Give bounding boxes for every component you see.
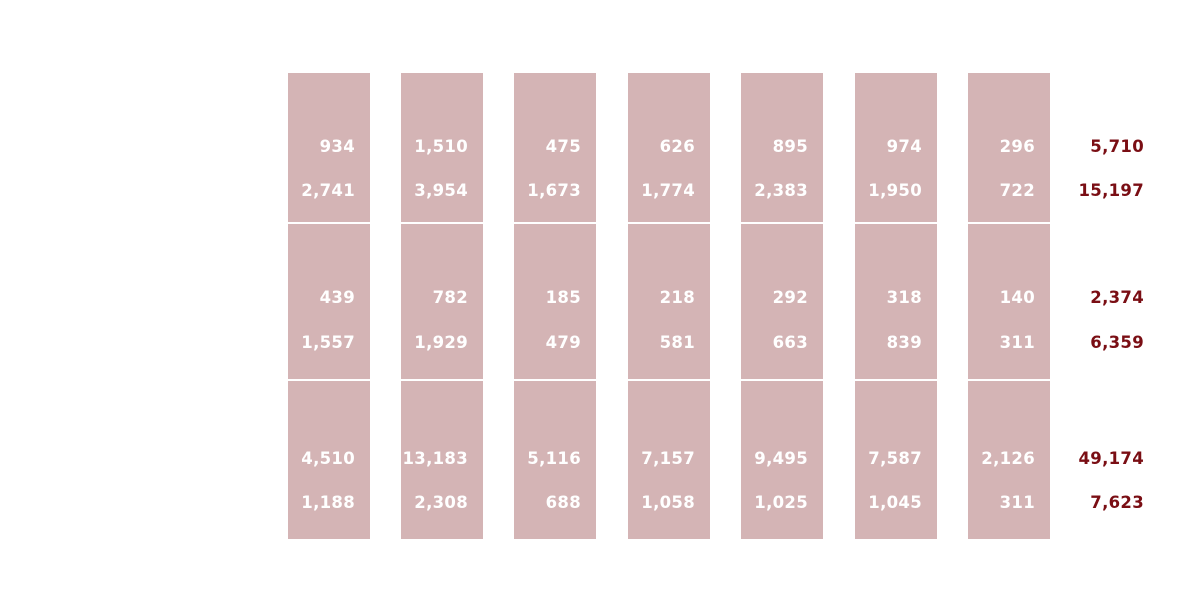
cell-value: 2,741 [301,181,355,200]
column-divider [514,379,596,381]
column-divider [401,222,483,224]
cell-value: 2,308 [414,493,468,512]
cell-value: 5,116 [527,449,581,468]
cell-value: 13,183 [402,449,468,468]
cell-value: 1,673 [527,181,581,200]
cell-value: 311 [999,493,1035,512]
cell-value: 839 [886,333,922,352]
cell-value: 1,557 [301,333,355,352]
cell-value: 318 [886,288,922,307]
cell-value: 1,774 [641,181,695,200]
cell-value: 7,587 [868,449,922,468]
cell-value: 2,383 [754,181,808,200]
cell-value: 311 [999,333,1035,352]
cell-value: 475 [545,137,581,156]
data-column-7: 296 722 140 311 2,126 311 [968,73,1050,539]
data-column-2: 1,510 3,954 782 1,929 13,183 2,308 [401,73,483,539]
row-total: 49,174 [1078,449,1144,468]
column-divider [968,379,1050,381]
cell-value: 439 [319,288,355,307]
cell-value: 974 [886,137,922,156]
cell-value: 722 [999,181,1035,200]
column-divider [855,379,937,381]
data-column-1: 934 2,741 439 1,557 4,510 1,188 [288,73,370,539]
cell-value: 296 [999,137,1035,156]
data-column-3: 475 1,673 185 479 5,116 688 [514,73,596,539]
cell-value: 292 [772,288,808,307]
cell-value: 1,929 [414,333,468,352]
cell-value: 934 [319,137,355,156]
column-divider [288,379,370,381]
cell-value: 1,950 [868,181,922,200]
cell-value: 782 [432,288,468,307]
column-divider [741,222,823,224]
cell-value: 218 [659,288,695,307]
cell-value: 185 [545,288,581,307]
cell-value: 479 [545,333,581,352]
data-column-5: 895 2,383 292 663 9,495 1,025 [741,73,823,539]
column-divider [855,222,937,224]
column-divider [628,379,710,381]
row-total: 15,197 [1078,181,1144,200]
row-total: 7,623 [1090,493,1144,512]
cell-value: 2,126 [981,449,1035,468]
cell-value: 1,045 [868,493,922,512]
cell-value: 1,510 [414,137,468,156]
cell-value: 688 [545,493,581,512]
cell-value: 7,157 [641,449,695,468]
row-total: 2,374 [1090,288,1144,307]
cell-value: 3,954 [414,181,468,200]
cell-value: 581 [659,333,695,352]
data-column-6: 974 1,950 318 839 7,587 1,045 [855,73,937,539]
data-column-4: 626 1,774 218 581 7,157 1,058 [628,73,710,539]
column-divider [628,222,710,224]
cell-value: 4,510 [301,449,355,468]
column-divider [514,222,596,224]
cell-value: 1,025 [754,493,808,512]
column-divider [401,379,483,381]
cell-value: 1,188 [301,493,355,512]
cell-value: 140 [999,288,1035,307]
column-divider [741,379,823,381]
column-divider [288,222,370,224]
cell-value: 626 [659,137,695,156]
cell-value: 663 [772,333,808,352]
row-total: 6,359 [1090,333,1144,352]
column-divider [968,222,1050,224]
row-total: 5,710 [1090,137,1144,156]
cell-value: 895 [772,137,808,156]
cell-value: 1,058 [641,493,695,512]
cell-value: 9,495 [754,449,808,468]
